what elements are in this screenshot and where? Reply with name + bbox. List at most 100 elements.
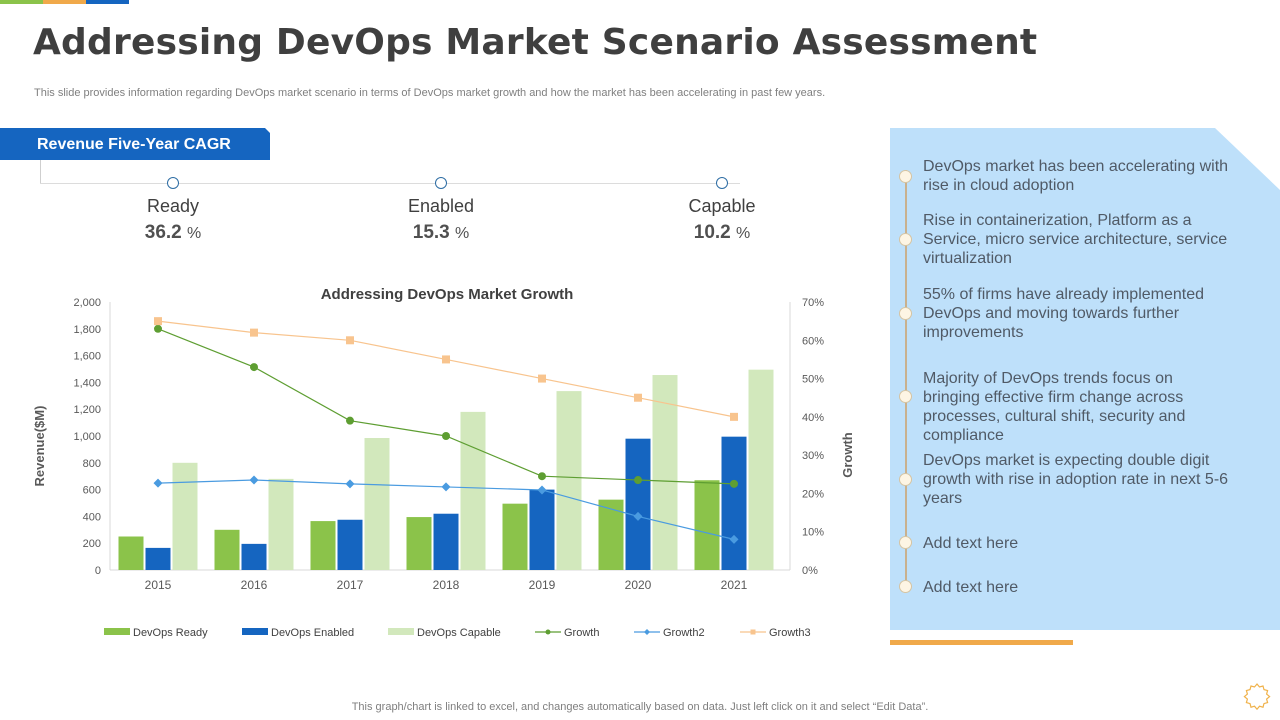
point-growth3	[730, 412, 738, 421]
bar-devops-capable	[172, 462, 198, 570]
point-growth	[250, 363, 258, 372]
y-axis-label: Revenue($M)	[32, 406, 47, 487]
point-growth	[538, 472, 546, 481]
page-title: Addressing DevOps Market Scenario Assess…	[33, 22, 1038, 63]
insight-item: 55% of firms have already implemented De…	[923, 286, 1205, 341]
point-growth	[154, 324, 162, 333]
legend-label: Growth2	[663, 627, 705, 639]
point-growth2	[729, 534, 739, 544]
gear-icon[interactable]	[1240, 680, 1274, 714]
point-growth3	[346, 336, 354, 345]
accent-green	[0, 0, 43, 4]
x-tick-label: 2021	[721, 578, 748, 592]
insight-item: DevOps market is expecting double digit …	[923, 452, 1229, 507]
legend-label: DevOps Ready	[133, 627, 208, 639]
bar-devops-capable	[268, 478, 294, 570]
cagr-item-ready: Ready 36.2 %	[93, 177, 253, 244]
y-tick-label: 400	[83, 511, 101, 523]
bar-devops-ready	[406, 517, 432, 570]
legend-marker	[750, 629, 756, 635]
page-subtitle: This slide provides information regardin…	[34, 87, 826, 99]
cagr-unit: %	[455, 225, 470, 242]
bullet-dot-icon	[899, 580, 912, 593]
point-growth3	[442, 355, 450, 364]
cagr-value: 10.2 %	[642, 222, 802, 244]
bar-devops-enabled	[145, 547, 171, 570]
y2-tick-label: 10%	[802, 527, 824, 539]
bar-devops-capable	[460, 411, 486, 570]
y-tick-label: 200	[83, 538, 101, 550]
timeline-dot-icon	[167, 177, 179, 189]
bar-devops-enabled	[721, 436, 747, 570]
bar-devops-enabled	[337, 519, 363, 570]
point-growth	[346, 416, 354, 425]
panel-accent-bar	[890, 640, 1073, 645]
cagr-number: 15.3	[412, 222, 450, 243]
bar-devops-enabled	[529, 489, 555, 570]
point-growth3	[634, 393, 642, 402]
insight-item: Add text here	[923, 579, 1019, 596]
x-tick-label: 2017	[337, 578, 364, 592]
bar-devops-enabled	[241, 543, 267, 570]
insights-timeline	[905, 170, 907, 590]
point-growth3	[250, 328, 258, 337]
legend-label: DevOps Enabled	[271, 627, 354, 639]
y-tick-label: 1,800	[73, 324, 101, 336]
accent-blue	[86, 0, 129, 4]
point-growth2	[537, 485, 547, 495]
x-tick-label: 2019	[529, 578, 556, 592]
timeline-dot-icon	[435, 177, 447, 189]
x-tick-label: 2018	[433, 578, 460, 592]
bullet-dot-icon	[899, 390, 912, 403]
bullet-dot-icon	[899, 307, 912, 320]
accent-bar	[0, 0, 129, 4]
legend-swatch	[104, 628, 130, 635]
chart-title: Addressing DevOps Market Growth	[321, 286, 574, 303]
bar-devops-capable	[556, 391, 582, 570]
insight-item: DevOps market has been accelerating with…	[923, 158, 1229, 194]
insight-item: Add text here	[923, 535, 1019, 552]
point-growth2	[441, 482, 451, 492]
point-growth2	[249, 475, 259, 485]
bullet-dot-icon	[899, 473, 912, 486]
cagr-unit: %	[736, 225, 751, 242]
legend-label: Growth	[564, 627, 599, 639]
market-growth-chart[interactable]: Addressing DevOps Market Growth 0 200 400 60…	[0, 270, 880, 650]
x-tick-label: 2015	[145, 578, 172, 592]
y-tick-label: 1,200	[73, 404, 101, 416]
y-tick-label: 1,400	[73, 377, 101, 389]
point-growth3	[538, 374, 546, 383]
point-growth	[730, 479, 738, 488]
y-tick-label: 1,600	[73, 351, 101, 363]
cagr-value: 36.2 %	[93, 222, 253, 244]
cagr-item-enabled: Enabled 15.3 %	[361, 177, 521, 244]
cagr-number: 10.2	[693, 222, 731, 243]
x-tick-label: 2020	[625, 578, 652, 592]
y-tick-label: 800	[83, 458, 101, 470]
cagr-connector-line	[40, 183, 740, 184]
legend-label: DevOps Capable	[417, 627, 501, 639]
y2-tick-label: 20%	[802, 488, 824, 500]
bar-devops-ready	[310, 521, 336, 570]
cagr-label: Ready	[146, 196, 200, 216]
footer-note: This graph/chart is linked to excel, and…	[351, 701, 929, 713]
point-growth	[634, 476, 642, 485]
bar-devops-ready	[118, 536, 144, 570]
cagr-number: 36.2	[144, 222, 182, 243]
point-growth2	[633, 511, 643, 521]
legend-marker	[545, 629, 551, 635]
bullet-dot-icon	[899, 536, 912, 549]
insight-item: Majority of DevOps trends focus on bring…	[923, 370, 1186, 444]
point-growth2	[153, 478, 163, 488]
y-tick-label: 600	[83, 485, 101, 497]
legend-marker	[644, 629, 650, 635]
point-growth	[442, 432, 450, 440]
y2-axis-label: Growth	[840, 432, 855, 478]
y2-tick-label: 30%	[802, 450, 824, 462]
y-tick-label: 0	[95, 565, 101, 577]
bar-devops-ready	[214, 529, 240, 570]
bar-devops-ready	[694, 480, 720, 570]
y2-tick-label: 50%	[802, 374, 824, 386]
y2-tick-label: 40%	[802, 412, 824, 424]
bar-devops-capable	[364, 438, 390, 570]
